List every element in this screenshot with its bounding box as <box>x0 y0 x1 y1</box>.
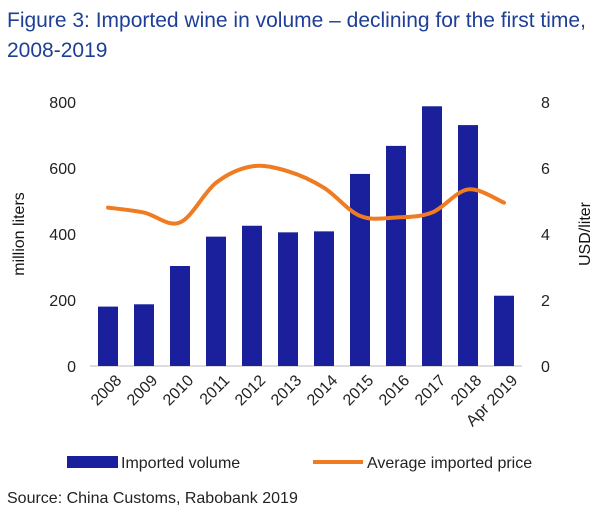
volume-bar <box>206 236 226 366</box>
x-tick-label: 2013 <box>268 372 305 409</box>
volume-bar <box>494 295 514 366</box>
x-tick-label: 2014 <box>304 372 341 409</box>
x-tick-label: 2008 <box>88 372 125 409</box>
legend-swatch-volume <box>67 456 118 468</box>
right-tick-label: 4 <box>541 227 550 244</box>
x-tick-label: 2017 <box>412 372 449 409</box>
volume-bar <box>386 145 406 366</box>
volume-bar <box>314 231 334 366</box>
volume-bar <box>422 106 442 366</box>
x-tick-label: 2016 <box>376 372 413 409</box>
left-tick-label: 200 <box>49 293 76 310</box>
volume-bar <box>134 304 154 366</box>
right-axis-title: USD/liter <box>577 201 594 266</box>
volume-bar <box>278 232 298 366</box>
x-tick-label: 2009 <box>124 372 161 409</box>
right-tick-label: 8 <box>541 95 550 112</box>
x-tick-label: 2012 <box>232 372 269 409</box>
left-tick-label: 800 <box>49 95 76 112</box>
volume-bar <box>242 225 262 366</box>
figure-title: Figure 3: Imported wine in volume – decl… <box>7 9 586 62</box>
left-axis-ticks: 0 200 400 600 800 <box>49 95 76 376</box>
x-tick-label: 2010 <box>160 372 197 409</box>
legend-label-price: Average imported price <box>367 455 532 472</box>
volume-bar <box>98 306 118 366</box>
right-tick-label: 6 <box>541 161 550 178</box>
left-tick-label: 600 <box>49 161 76 178</box>
volume-bars <box>98 106 514 366</box>
price-line <box>106 163 506 226</box>
right-tick-label: 0 <box>541 359 550 376</box>
legend: Imported volume Average imported price <box>67 455 532 472</box>
volume-bar <box>458 125 478 366</box>
left-tick-label: 0 <box>67 359 76 376</box>
legend-label-volume: Imported volume <box>121 455 240 472</box>
right-axis-ticks: 0 2 4 6 8 <box>541 95 550 376</box>
x-tick-label: 2011 <box>197 372 233 408</box>
volume-bar <box>350 173 370 366</box>
volume-bar <box>170 266 190 366</box>
x-tick-label: 2015 <box>340 372 377 409</box>
right-tick-label: 2 <box>541 293 550 310</box>
left-axis-title: million liters <box>11 192 28 276</box>
source-note: Source: China Customs, Rabobank 2019 <box>7 490 298 507</box>
left-tick-label: 400 <box>49 227 76 244</box>
